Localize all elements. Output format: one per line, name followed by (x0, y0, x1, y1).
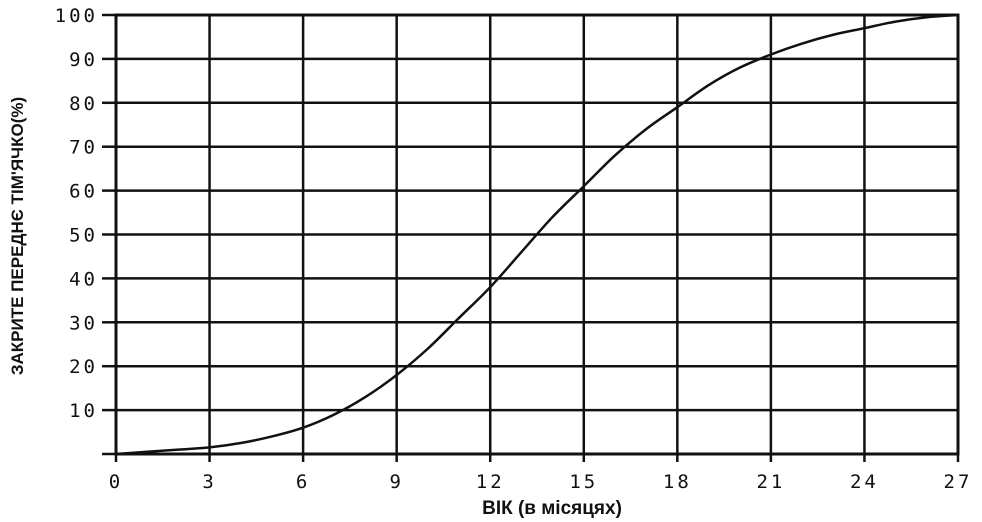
x-tick-label: 9 (389, 471, 403, 493)
y-tick-label: 100 (55, 5, 98, 27)
y-tick-label: 10 (69, 400, 98, 422)
x-tick-label: 3 (202, 471, 216, 493)
y-tick-label: 80 (69, 93, 98, 115)
x-tick-label: 15 (569, 471, 598, 493)
x-axis-title: ВІК (в місяцях) (482, 498, 622, 519)
x-tick-label: 18 (663, 471, 692, 493)
y-tick-label: 90 (69, 49, 98, 71)
tick-labels: 0 3 6 9 12 15 18 21 24 27 10 20 30 40 50 60 70 80 90 100 (55, 5, 973, 493)
x-tick-label: 21 (756, 471, 785, 493)
x-tick-label: 12 (476, 471, 505, 493)
y-tick-label: 20 (69, 356, 98, 378)
y-tick-label: 30 (69, 312, 98, 334)
series-layer (115, 13, 959, 456)
x-tick-label: 0 (109, 471, 123, 493)
y-tick-label: 50 (69, 225, 98, 247)
x-tick-label: 27 (944, 471, 973, 493)
axes (102, 13, 960, 462)
series-line (115, 13, 959, 456)
x-tick-label: 24 (850, 471, 879, 493)
y-axis-title: ЗАКРИТЕ ПЕРЕДНЄ ТІМ'ЯЧКО(%) (8, 97, 27, 375)
y-tick-label: 60 (69, 181, 98, 203)
x-tick-label: 6 (296, 471, 310, 493)
y-tick-label: 40 (69, 268, 98, 290)
y-tick-label: 70 (69, 137, 98, 159)
